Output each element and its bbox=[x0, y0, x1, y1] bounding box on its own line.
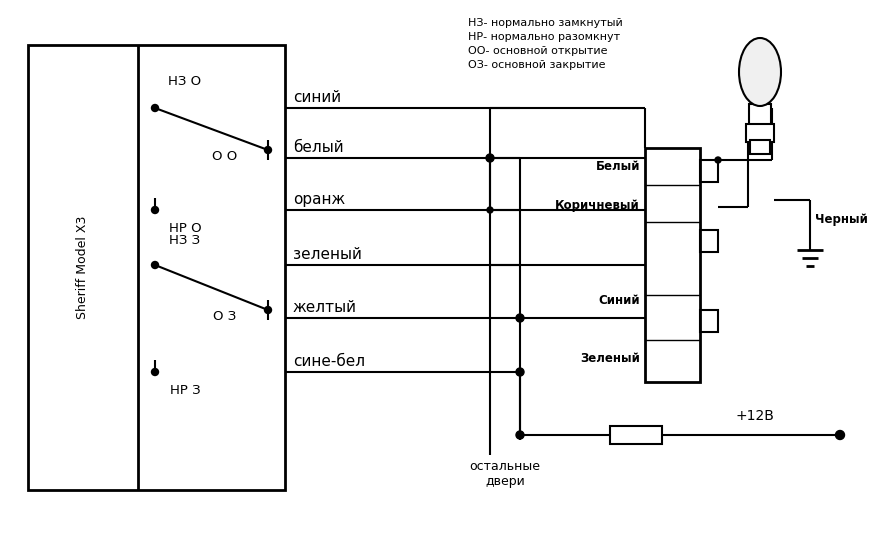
Circle shape bbox=[835, 431, 844, 440]
Circle shape bbox=[516, 368, 524, 376]
Circle shape bbox=[264, 147, 271, 153]
Text: Синий: Синий bbox=[598, 294, 640, 306]
Text: остальные: остальные bbox=[469, 460, 540, 473]
Circle shape bbox=[516, 431, 524, 439]
Text: Черный: Черный bbox=[815, 213, 868, 226]
Circle shape bbox=[715, 157, 721, 163]
Text: ОЗ- основной закрытие: ОЗ- основной закрытие bbox=[468, 60, 606, 70]
Text: Белый: Белый bbox=[596, 160, 640, 172]
Bar bbox=[700, 160, 718, 182]
Text: Зеленый: Зеленый bbox=[580, 352, 640, 364]
Text: ОО- основной открытие: ОО- основной открытие bbox=[468, 46, 607, 56]
Text: Sheriff Model X3: Sheriff Model X3 bbox=[77, 216, 89, 319]
Bar bbox=[28, 45, 285, 490]
Circle shape bbox=[486, 154, 494, 162]
Text: НЗ З: НЗ З bbox=[170, 234, 201, 247]
Circle shape bbox=[151, 262, 158, 268]
Bar bbox=[746, 124, 774, 142]
Text: желтый: желтый bbox=[293, 300, 357, 315]
Bar bbox=[749, 104, 771, 126]
Circle shape bbox=[487, 207, 493, 213]
Text: Коричневый: Коричневый bbox=[555, 199, 640, 211]
Bar bbox=[700, 230, 718, 252]
Text: НЗ- нормально замкнутый: НЗ- нормально замкнутый bbox=[468, 18, 622, 28]
Text: О О: О О bbox=[212, 150, 238, 162]
Text: зеленый: зеленый bbox=[293, 247, 362, 262]
Ellipse shape bbox=[739, 38, 781, 106]
Text: НЗ О: НЗ О bbox=[169, 75, 202, 88]
Text: НР- нормально разомкнут: НР- нормально разомкнут bbox=[468, 32, 620, 42]
Bar bbox=[700, 310, 718, 332]
Text: +12В: +12В bbox=[735, 409, 774, 423]
Text: белый: белый bbox=[293, 140, 344, 155]
Circle shape bbox=[264, 306, 271, 314]
Bar bbox=[645, 148, 700, 382]
Bar bbox=[750, 140, 770, 154]
Circle shape bbox=[151, 368, 158, 376]
Circle shape bbox=[151, 206, 158, 214]
Text: синий: синий bbox=[293, 90, 341, 105]
Text: двери: двери bbox=[485, 475, 525, 488]
Bar bbox=[610, 426, 662, 444]
Text: НР З: НР З bbox=[170, 384, 201, 397]
Text: О З: О З bbox=[213, 310, 237, 323]
Text: НР О: НР О bbox=[169, 222, 202, 235]
Text: сине-бел: сине-бел bbox=[293, 354, 365, 369]
Circle shape bbox=[516, 314, 524, 322]
Text: оранж: оранж bbox=[293, 192, 346, 207]
Circle shape bbox=[151, 104, 158, 112]
